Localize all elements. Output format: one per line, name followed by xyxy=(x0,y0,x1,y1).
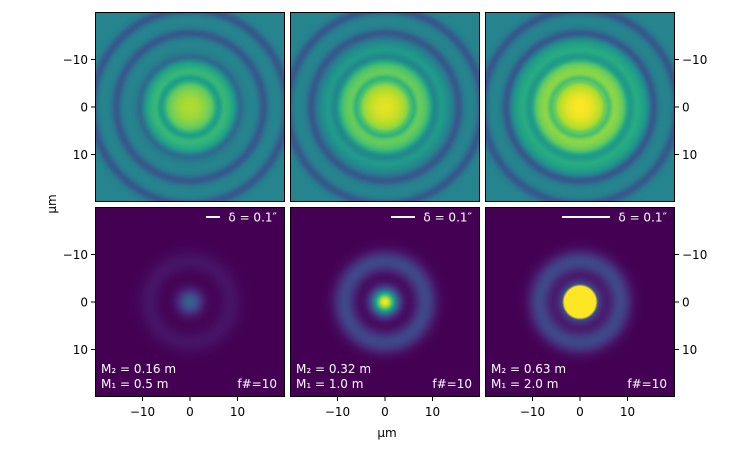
xtick-label: −10 xyxy=(325,405,350,419)
m2-label: M₂ = 0.16 m xyxy=(101,362,176,376)
xtick-label: 10 xyxy=(425,405,440,419)
xtick-label: 10 xyxy=(620,405,635,419)
panel-frame xyxy=(485,207,675,397)
panel-frame xyxy=(95,12,285,202)
fnumber-label: f#=10 xyxy=(432,377,472,391)
fnumber-label: f#=10 xyxy=(237,377,277,391)
heatmap-image xyxy=(485,207,675,397)
panel-top-2 xyxy=(290,12,480,202)
heatmap-image xyxy=(95,12,285,202)
panel-top-3 xyxy=(485,12,675,202)
ytick-label: −10 xyxy=(63,248,88,262)
ytick-label: 0 xyxy=(80,296,88,310)
xtick-label: 0 xyxy=(381,405,389,419)
ytick-label: 0 xyxy=(682,296,690,310)
heatmap-image xyxy=(485,12,675,202)
xtick-label: −10 xyxy=(130,405,155,419)
m1-label: M₁ = 2.0 m xyxy=(491,377,558,391)
panel-bottom-1: δ = 0.1″ M₂ = 0.16 mM₁ = 0.5 m f#=10 xyxy=(95,207,285,397)
m2-label: M₂ = 0.32 m xyxy=(296,362,371,376)
ytick-label: 10 xyxy=(73,148,88,162)
scalebar-label: δ = 0.1″ xyxy=(423,211,472,225)
y-axis-label: μm xyxy=(45,194,59,213)
m1-label: M₁ = 0.5 m xyxy=(101,377,168,391)
heatmap-image xyxy=(290,207,480,397)
panel-frame xyxy=(485,12,675,202)
ytick-label: 10 xyxy=(682,148,697,162)
ytick-label: 0 xyxy=(682,101,690,115)
ytick-label: −10 xyxy=(63,53,88,67)
panels-group: δ = 0.1″M₂ = 0.16 mM₁ = 0.5 m f#=10δ = 0.… xyxy=(95,12,675,397)
xtick-label: 0 xyxy=(186,405,194,419)
scalebar-label: δ = 0.1″ xyxy=(618,211,667,225)
m1-label: M₁ = 1.0 m xyxy=(296,377,363,391)
xtick-label: 0 xyxy=(576,405,584,419)
ytick-label: −10 xyxy=(682,248,707,262)
panel-frame xyxy=(290,12,480,202)
panel-frame xyxy=(95,207,285,397)
axes-group: 10 10 0 0 −10 −10 10 10 0 0 −10 −10 −10 0 10 −10 0 10 −10 0… xyxy=(63,53,708,419)
m2-label: M₂ = 0.63 m xyxy=(491,362,566,376)
heatmap-image xyxy=(95,207,285,397)
panel-frame xyxy=(290,207,480,397)
fnumber-label: f#=10 xyxy=(627,377,667,391)
x-axis-label: μm xyxy=(377,426,396,440)
heatmap-image xyxy=(290,12,480,202)
ytick-label: −10 xyxy=(682,53,707,67)
ytick-label: 10 xyxy=(73,343,88,357)
xtick-label: 10 xyxy=(230,405,245,419)
panel-top-1 xyxy=(95,12,285,202)
scalebar-label: δ = 0.1″ xyxy=(228,211,277,225)
xtick-label: −10 xyxy=(520,405,545,419)
ytick-label: 10 xyxy=(682,343,697,357)
panel-bottom-2: δ = 0.1″ M₂ = 0.32 mM₁ = 1.0 m f#=10 xyxy=(290,207,480,397)
ytick-label: 0 xyxy=(80,101,88,115)
panel-bottom-3: δ = 0.1″ M₂ = 0.63 mM₁ = 2.0 m f#=10 xyxy=(485,207,675,397)
